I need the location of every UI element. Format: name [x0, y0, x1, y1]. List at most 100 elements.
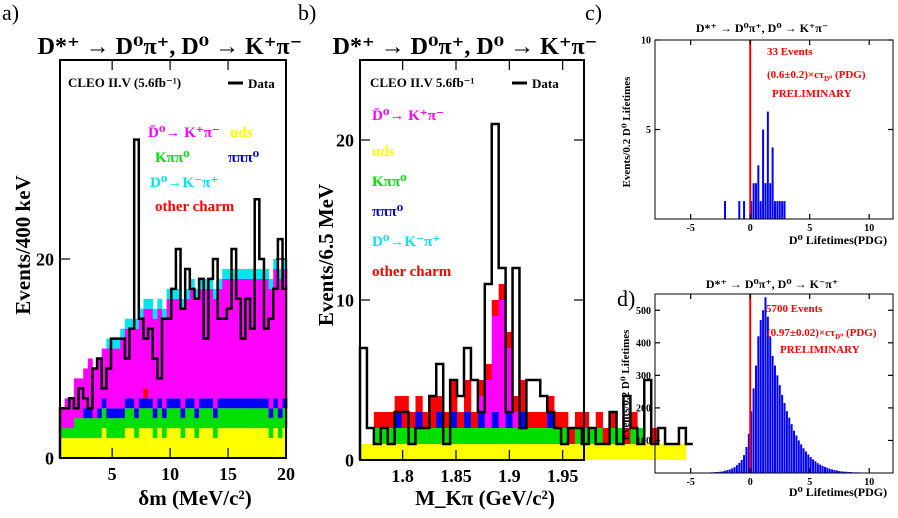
panel-a-bar-dk-0 [60, 408, 65, 429]
panel-d-bar-51 [823, 466, 826, 473]
panel-a-bar--35 [222, 398, 228, 409]
panel-a-yaxis: 0 20 [36, 249, 286, 468]
panel-d-bar-10 [726, 470, 729, 473]
panel-a-bar-dk-41 [250, 268, 256, 279]
panel-a-bar--8 [97, 408, 103, 419]
panel-b-bar-k-33 [588, 428, 597, 444]
panel-d-bar-12 [731, 468, 734, 473]
panel-a-bar-k-3 [73, 418, 79, 439]
panel-a-bar--18 [143, 398, 149, 409]
panel-b-bar-uds-10 [429, 444, 437, 460]
panel-b-bar--15 [464, 412, 472, 428]
panel-a-bar-uds-10 [106, 438, 112, 458]
panel-a-bar--30 [199, 398, 205, 409]
panel-b-bar-uds-2 [373, 444, 382, 460]
panel-d-ytick-label: 200 [636, 403, 651, 414]
panel-a-bar--48 [282, 398, 288, 409]
panel-a-bar-dk-13 [120, 338, 126, 409]
panel-a-bar-dk-24 [171, 288, 177, 299]
panel-a-bar-dk-19 [148, 308, 154, 399]
panel-a-bar--16 [134, 408, 140, 419]
panel-c-bar-13 [754, 183, 757, 219]
panel-b-bar-othercharm-21 [505, 332, 513, 348]
panel-c-letter: c) [585, 0, 602, 25]
panel-b-bar-uds-43 [658, 444, 666, 460]
panel-d-bar-39 [795, 435, 798, 473]
panel-a-bar-dk-21 [157, 308, 163, 399]
panel-a-bar-k-37 [231, 408, 237, 429]
panel-b-bar-uds-32 [581, 444, 590, 460]
panel-a-xaxis: 5 10 15 20 [108, 60, 295, 484]
panel-b-bar-uds-8 [415, 444, 423, 460]
panel-a-bar-uds-30 [199, 428, 205, 458]
panel-a-bar-dk-27 [185, 288, 191, 299]
panel-b-xtick-label: 1.8 [391, 466, 414, 486]
panel-a-bar-k-31 [203, 408, 209, 429]
panel-d-bar-14 [735, 465, 738, 473]
panel-d-bar-26 [764, 297, 767, 473]
panel-a-bar--17 [138, 398, 144, 409]
panel-a-bar-k-33 [212, 418, 218, 439]
panel-a-experiment-label: CLEO II.V (5.6fb⁻¹) [68, 75, 181, 90]
panel-d-ylabel: Events/0.2 D⁰ Lifetimes [620, 329, 632, 441]
panel-a-legend-d0: D⁰→K⁻π⁺ [150, 175, 218, 191]
panel-a-bar-uds-6 [87, 438, 93, 458]
panel-d-bar-40 [797, 440, 800, 473]
panel-a-ylabel: Events/400 keV [11, 175, 35, 314]
panel-b-bar-k-27 [547, 428, 555, 444]
panel-c-xtick-label: 5 [807, 223, 812, 234]
panel-b-bar-othercharm-28 [554, 412, 562, 428]
panel-c-bar-17 [764, 183, 767, 219]
panel-a-bar-dk-45 [268, 278, 274, 289]
panel-a-bar--9 [101, 398, 107, 409]
panel-b-bar-othercharm-7 [408, 412, 416, 428]
panel-b-bar--13 [450, 412, 458, 428]
panel-b-bar-othercharm-16 [470, 412, 479, 428]
panel-b-legend-pipipi0: πππ⁰ [372, 204, 404, 220]
panel-b-xtick-label: 1.85 [440, 466, 472, 486]
panel-a-ytick-label: 0 [45, 448, 54, 468]
panel-a-bar-uds-37 [231, 428, 237, 458]
panel-d-bar-13 [733, 467, 736, 473]
panel-d-bar-34 [783, 403, 786, 473]
panel-a-bar-k-8 [97, 418, 103, 439]
panel-a-bar-dk-26 [180, 308, 186, 409]
panel-b-bar-uds-45 [672, 444, 680, 460]
panel-b-bar-uds-30 [568, 444, 576, 460]
panel-a-bar-k-29 [194, 418, 200, 439]
panel-a-bar--23 [166, 398, 172, 409]
panel-c-yaxis: 5 10 [641, 36, 893, 136]
panel-a-bar-uds-24 [171, 428, 177, 458]
panel-a-bar-uds-18 [143, 428, 149, 458]
panel-d-ytick-label: 400 [636, 338, 651, 349]
panel-d-bar-36 [788, 417, 791, 473]
panel-a-bar-dk-30 [199, 278, 205, 289]
panel-a-bar-dk-31 [203, 278, 209, 289]
panel-a-bar--39 [240, 398, 246, 409]
panel-a-bar-uds-1 [64, 438, 70, 458]
panel-a-bar-uds-14 [124, 428, 130, 458]
panel-a-bar-uds-23 [166, 428, 172, 458]
panel-a-bar-dk-19 [148, 298, 154, 309]
panel-b-bar-othercharm-29 [561, 412, 569, 428]
panel-b-bar-k-28 [554, 428, 562, 444]
panel-a-bar--42 [254, 398, 260, 409]
panel-a-bar--47 [277, 408, 283, 419]
panel-a-bar-k-41 [250, 408, 256, 429]
panel-a-bar-dk-42 [254, 278, 260, 399]
panel-b-bar-othercharm-39 [630, 412, 638, 428]
panel-b-bar-k-29 [561, 428, 569, 444]
panel-a-bar-uds-48 [282, 428, 288, 458]
panel-b-bar-dk-19 [491, 316, 499, 412]
panel-d-bar-49 [819, 464, 822, 473]
panel-b: b) D*⁺ → D⁰π⁺, D⁰ → K⁺π⁻ Events/6.5 MeV … [298, 0, 693, 510]
panel-a-bar--12 [115, 408, 121, 419]
panel-a-bar-uds-21 [157, 428, 163, 458]
panel-b-xtick-label: 1.95 [547, 466, 579, 486]
panel-b-letter: b) [298, 0, 316, 25]
panel-a-bar-uds-39 [240, 428, 246, 458]
panel-a-bar--6 [87, 408, 93, 419]
panel-a-letter: a) [2, 0, 19, 25]
panel-a-bar-dk-28 [189, 288, 195, 399]
